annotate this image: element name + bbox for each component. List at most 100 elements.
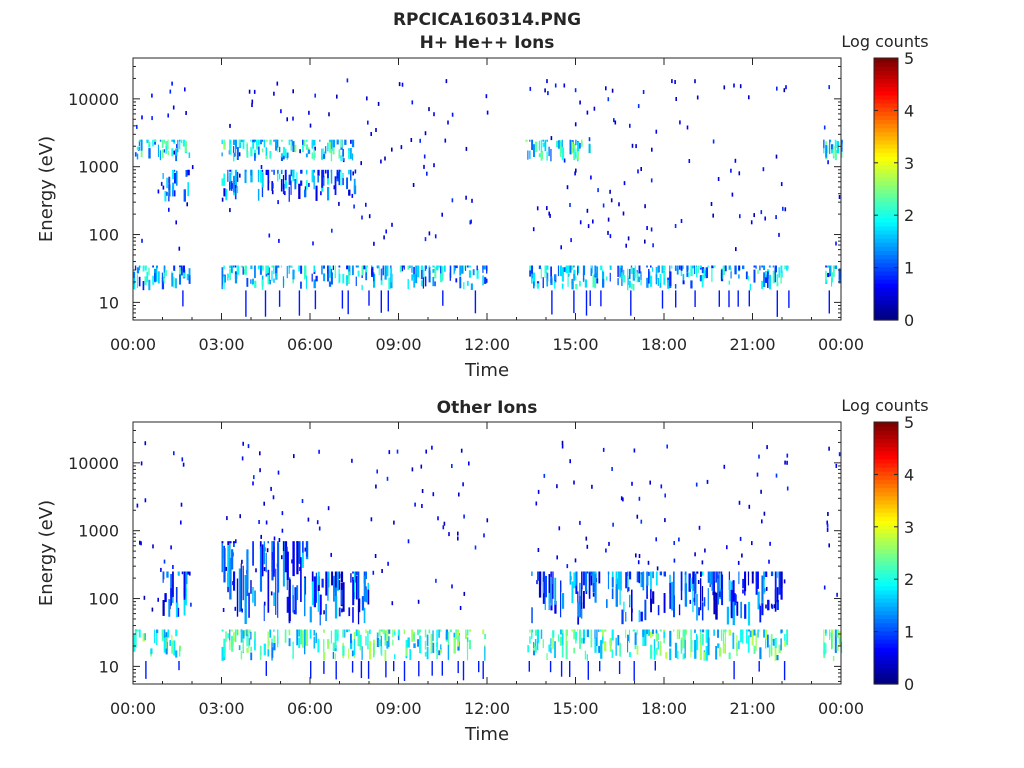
data-cell — [225, 631, 227, 642]
colorbar-segment — [874, 197, 898, 202]
data-cell — [359, 634, 362, 647]
data-cell — [411, 274, 414, 281]
data-cell — [561, 139, 563, 148]
data-cell — [761, 265, 764, 268]
data-cell — [328, 265, 331, 278]
data-cell — [540, 139, 543, 153]
colorbar-segment — [874, 62, 898, 67]
data-cell — [459, 276, 462, 289]
data-cell — [234, 606, 237, 611]
data-cell — [646, 277, 649, 288]
data-cell — [173, 640, 176, 656]
colorbar-segment — [874, 638, 898, 644]
data-cell — [533, 641, 535, 648]
data-cell — [696, 571, 699, 574]
data-cell — [484, 265, 486, 270]
data-cell — [642, 629, 645, 638]
data-cell — [534, 639, 537, 649]
data-cell — [259, 265, 262, 269]
data-cell — [561, 267, 564, 282]
data-cell — [252, 481, 254, 486]
data-cell — [376, 638, 380, 647]
data-cell — [257, 188, 260, 201]
colorbar-segment — [874, 585, 898, 591]
data-cell — [254, 153, 256, 161]
data-cell — [189, 571, 191, 576]
data-cell — [244, 265, 247, 269]
data-cell — [296, 585, 299, 601]
data-cell — [144, 276, 147, 286]
data-cell — [357, 629, 359, 632]
data-cell — [344, 139, 347, 145]
colorbar-segment — [874, 569, 898, 575]
data-cell — [826, 523, 829, 528]
data-cell — [719, 573, 721, 592]
colorbar-segment — [874, 189, 898, 194]
data-cell — [697, 580, 700, 584]
data-cell — [380, 290, 382, 313]
data-cell — [370, 517, 373, 522]
colorbar-segment — [874, 426, 898, 431]
data-cell — [229, 172, 232, 190]
colorbar-segment — [874, 217, 898, 223]
data-cell — [629, 594, 631, 606]
data-cell — [321, 148, 323, 160]
data-cell — [644, 629, 647, 646]
data-cell — [140, 541, 142, 546]
data-cell — [270, 591, 273, 596]
data-cell — [323, 661, 325, 674]
data-cell — [621, 277, 623, 286]
data-cell — [694, 552, 696, 557]
data-cell — [161, 139, 164, 148]
data-cell — [650, 631, 652, 638]
data-cell — [823, 642, 826, 655]
data-cell — [241, 456, 244, 461]
data-cell — [388, 277, 391, 290]
data-cell — [327, 506, 330, 511]
data-cell — [142, 265, 145, 272]
colorbar-segment — [874, 274, 898, 280]
data-cell — [229, 208, 231, 213]
colorbar-segment — [874, 675, 898, 681]
data-cell — [692, 265, 695, 269]
data-cell — [265, 520, 268, 525]
data-cell — [250, 279, 252, 284]
data-cell — [486, 278, 488, 283]
data-cell — [674, 265, 677, 271]
data-cell — [233, 541, 235, 547]
colorbar-segment — [874, 70, 898, 75]
data-cell — [273, 139, 275, 142]
data-cell — [260, 165, 263, 169]
x-axis-label: Time — [464, 360, 509, 381]
data-cell — [172, 186, 174, 197]
data-cell — [407, 265, 410, 270]
data-cell — [233, 152, 236, 157]
data-cell — [330, 148, 333, 162]
data-cell — [669, 582, 672, 609]
data-cell — [654, 661, 656, 671]
data-cell — [179, 267, 181, 280]
data-cell — [173, 451, 175, 456]
data-cell — [299, 567, 301, 571]
data-cell — [320, 191, 322, 196]
data-cell — [638, 610, 641, 623]
data-cell — [767, 274, 769, 288]
data-cell — [225, 566, 227, 571]
data-cell — [143, 595, 146, 600]
data-cell — [722, 643, 725, 654]
data-cell — [292, 541, 295, 577]
data-cell — [780, 629, 783, 633]
data-cell — [728, 629, 731, 636]
data-cell — [770, 571, 774, 577]
data-cell — [538, 140, 541, 151]
data-cell — [705, 629, 708, 643]
data-cell — [172, 182, 175, 191]
data-cell — [611, 649, 614, 658]
colorbar-segment — [874, 503, 898, 509]
data-cell — [544, 88, 546, 93]
colorbar-segment — [874, 184, 898, 190]
data-cell — [707, 637, 710, 656]
colorbar-frame — [873, 57, 899, 321]
data-cell — [634, 265, 637, 279]
data-cell — [327, 643, 329, 649]
